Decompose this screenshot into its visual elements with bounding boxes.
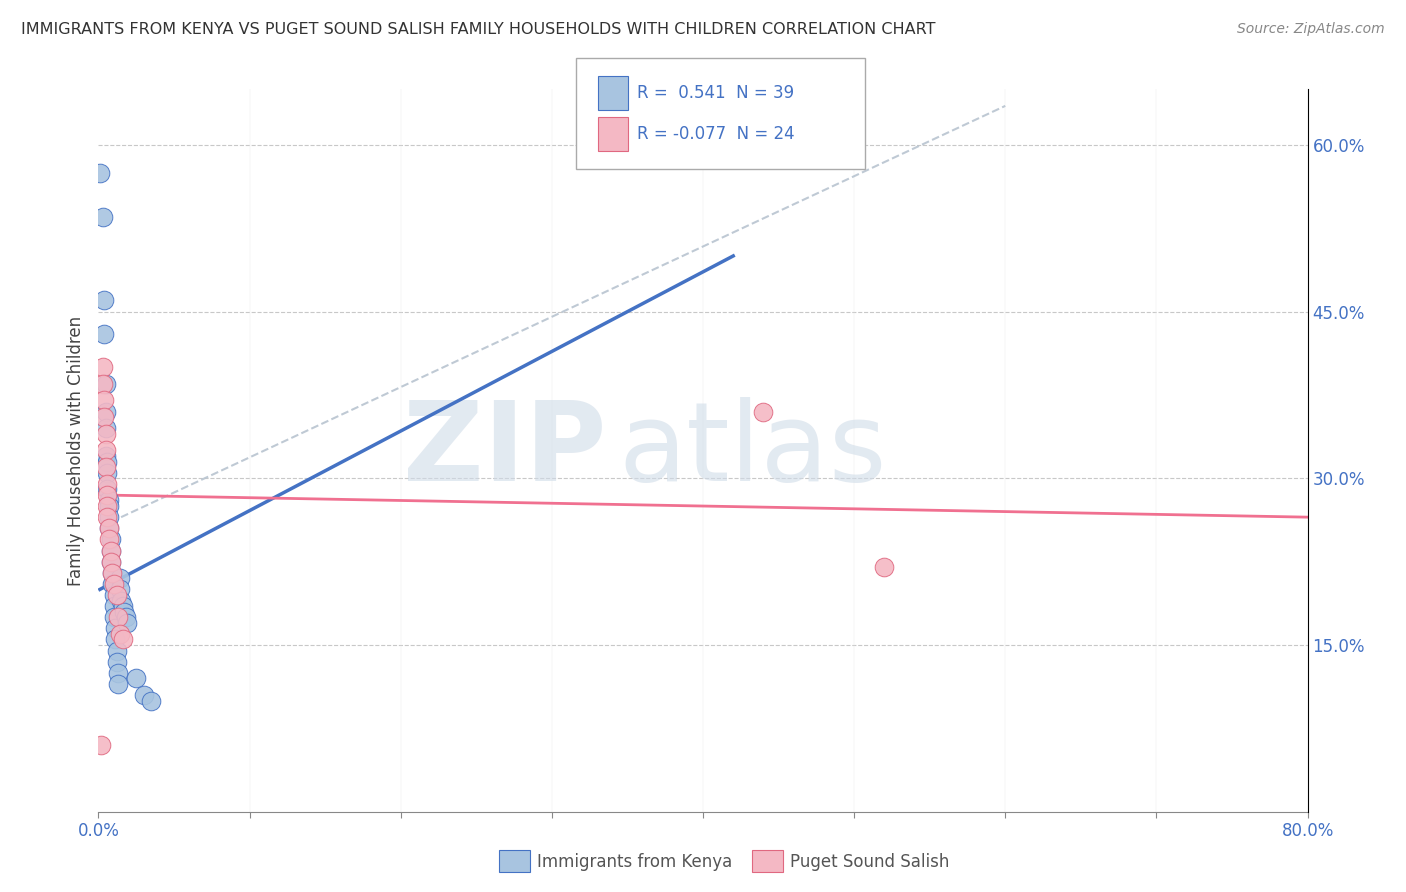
Point	[107, 610, 129, 624]
Point	[98, 521, 121, 535]
Point	[98, 533, 121, 547]
Text: R = -0.077  N = 24: R = -0.077 N = 24	[637, 125, 794, 143]
Point	[94, 449, 117, 463]
Point	[93, 410, 115, 425]
Text: Puget Sound Salish: Puget Sound Salish	[790, 853, 949, 871]
Point	[103, 599, 125, 613]
Point	[110, 593, 132, 607]
Point	[96, 454, 118, 468]
Point	[96, 483, 118, 497]
Point	[115, 615, 138, 630]
Point	[104, 621, 127, 635]
Point	[111, 632, 134, 647]
Point	[141, 693, 163, 707]
Point	[91, 376, 114, 391]
Point	[111, 599, 134, 613]
Point	[94, 404, 117, 418]
Point	[112, 605, 135, 619]
Point	[101, 577, 124, 591]
Point	[752, 404, 775, 418]
Point	[103, 588, 125, 602]
Point	[125, 671, 148, 685]
Point	[96, 499, 118, 513]
Point	[104, 632, 127, 647]
Point	[101, 566, 124, 580]
Point	[100, 533, 122, 547]
Point	[108, 627, 131, 641]
Point	[132, 688, 155, 702]
Point	[98, 521, 121, 535]
Point	[93, 293, 115, 308]
Point	[100, 543, 122, 558]
Point	[94, 426, 117, 441]
Point	[94, 376, 117, 391]
Point	[873, 560, 896, 574]
Point	[96, 476, 118, 491]
Point	[103, 577, 125, 591]
Point	[96, 466, 118, 480]
Point	[94, 443, 117, 458]
Point	[98, 493, 121, 508]
Point	[107, 665, 129, 680]
Point	[103, 610, 125, 624]
Point	[90, 738, 112, 752]
Point	[107, 677, 129, 691]
Point	[114, 610, 136, 624]
Point	[91, 210, 114, 224]
Text: R =  0.541  N = 39: R = 0.541 N = 39	[637, 84, 794, 102]
Point	[94, 460, 117, 475]
Point	[96, 510, 118, 524]
Point	[105, 588, 128, 602]
Point	[100, 555, 122, 569]
Text: Immigrants from Kenya: Immigrants from Kenya	[537, 853, 733, 871]
Point	[98, 510, 121, 524]
Point	[105, 643, 128, 657]
Point	[93, 393, 115, 408]
Text: ZIP: ZIP	[404, 397, 606, 504]
Text: atlas: atlas	[619, 397, 887, 504]
Y-axis label: Family Households with Children: Family Households with Children	[66, 316, 84, 585]
Point	[96, 488, 118, 502]
Point	[105, 655, 128, 669]
Point	[91, 360, 114, 375]
Point	[100, 555, 122, 569]
Point	[98, 499, 121, 513]
Text: IMMIGRANTS FROM KENYA VS PUGET SOUND SALISH FAMILY HOUSEHOLDS WITH CHILDREN CORR: IMMIGRANTS FROM KENYA VS PUGET SOUND SAL…	[21, 22, 935, 37]
Point	[94, 421, 117, 435]
Point	[108, 582, 131, 597]
Point	[101, 566, 124, 580]
Point	[89, 165, 111, 179]
Point	[93, 326, 115, 341]
Point	[100, 543, 122, 558]
Point	[108, 571, 131, 585]
Text: Source: ZipAtlas.com: Source: ZipAtlas.com	[1237, 22, 1385, 37]
